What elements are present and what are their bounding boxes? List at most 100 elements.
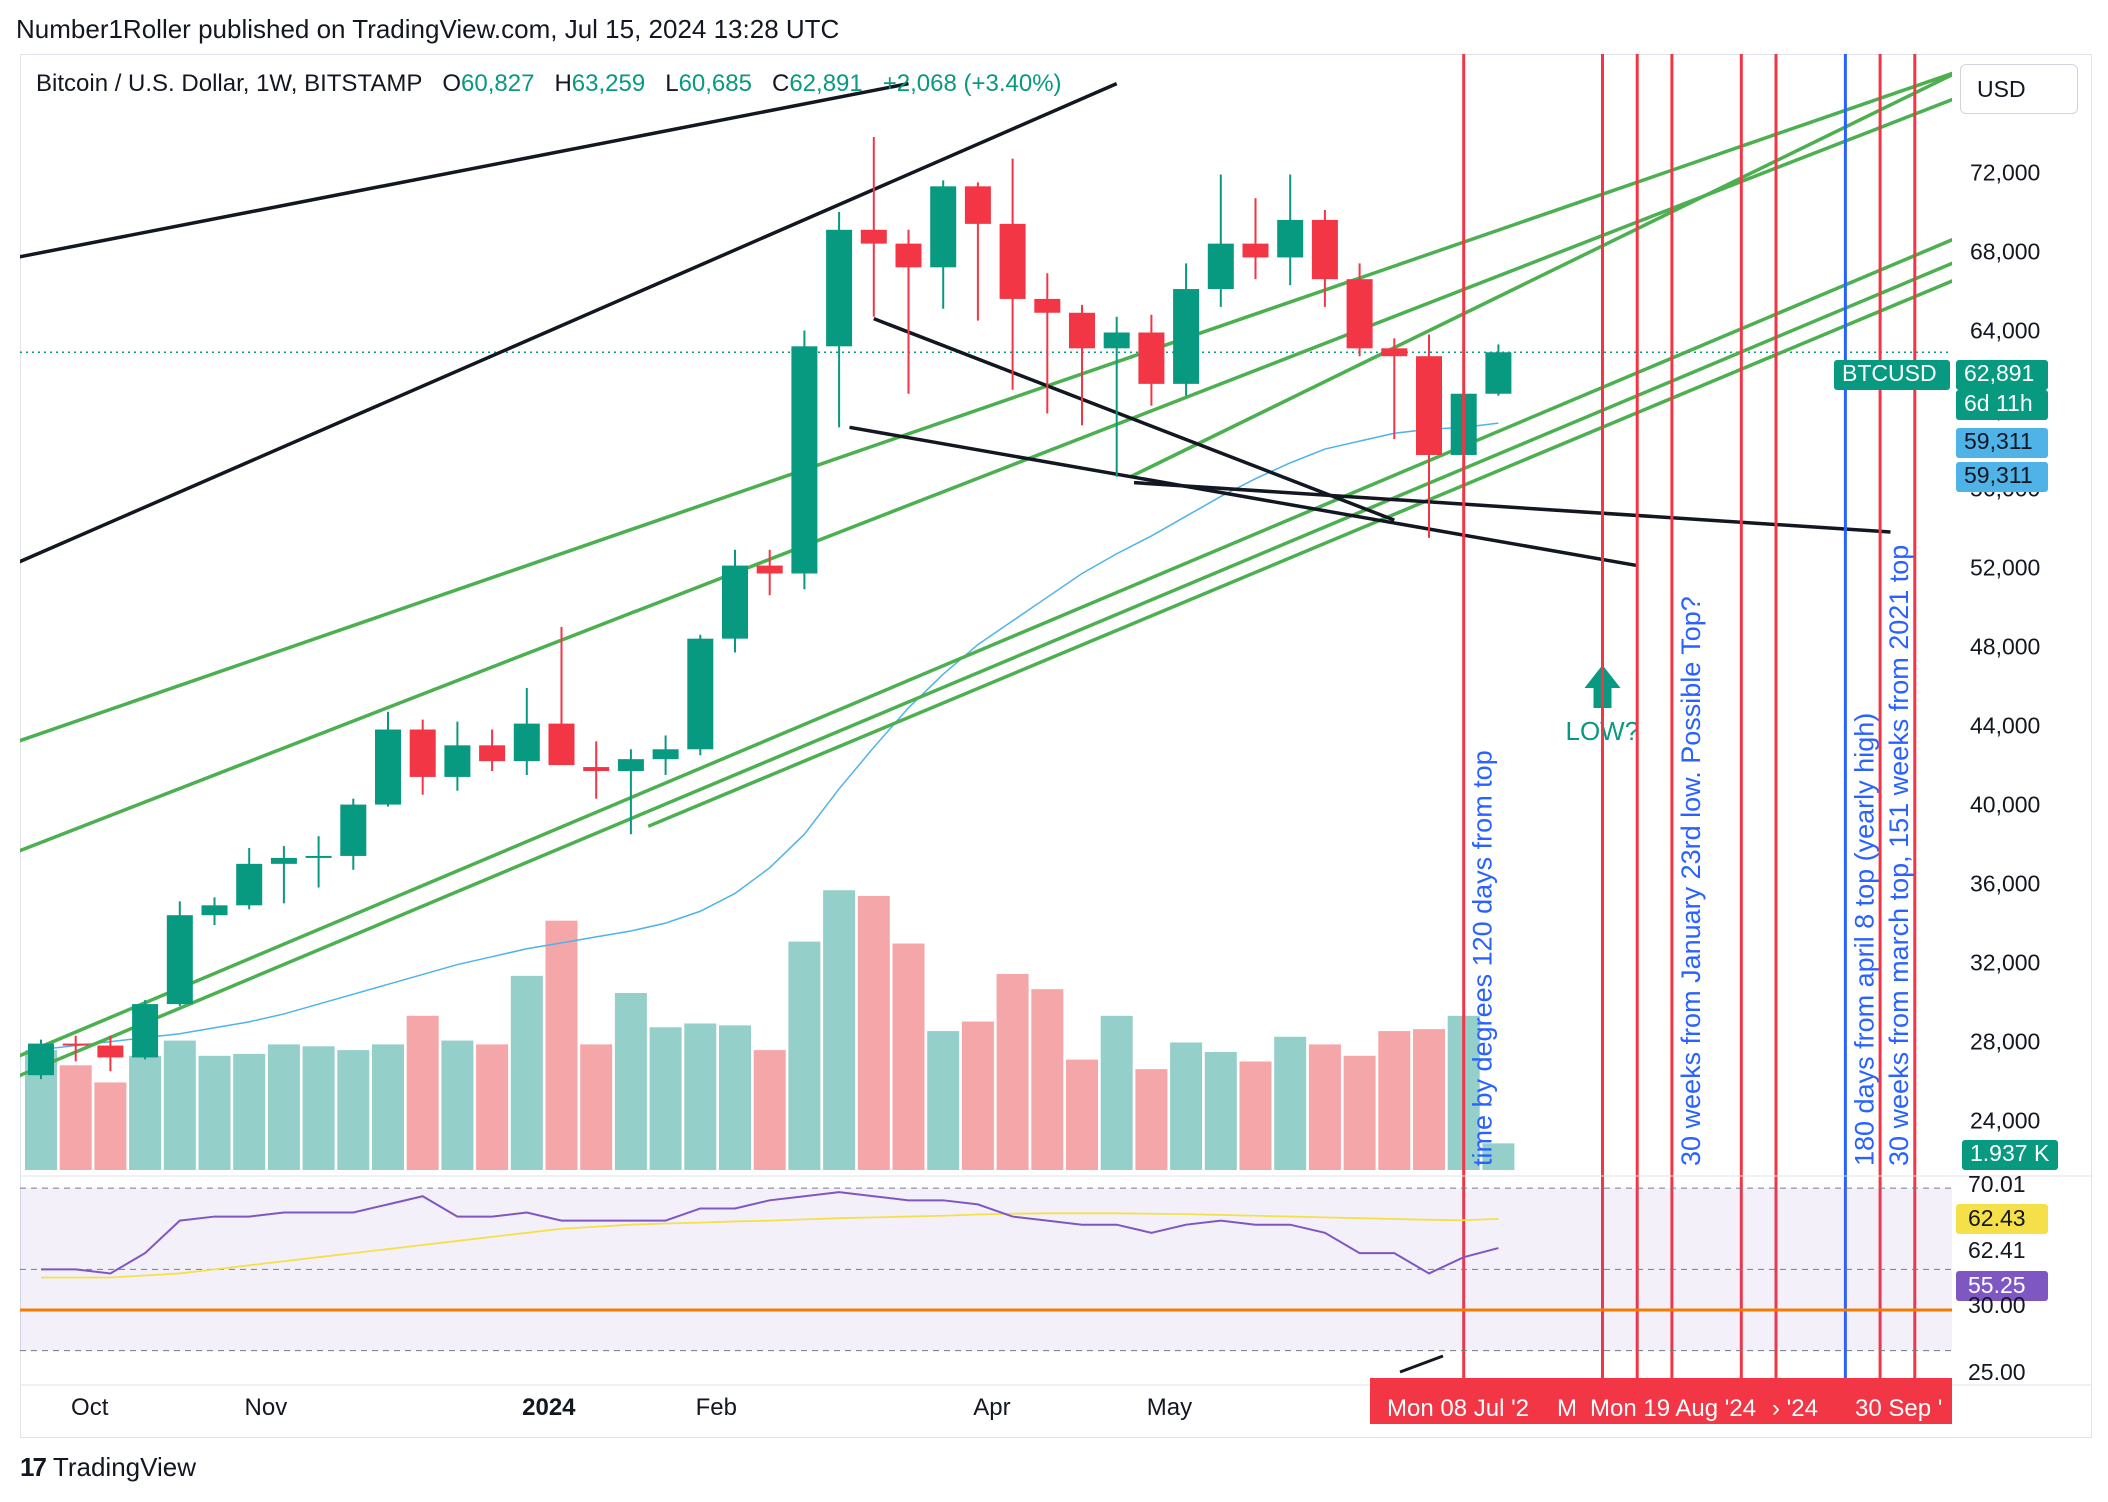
- volume-bar: [1100, 1015, 1133, 1170]
- last-price-label: 62,891: [1964, 360, 2034, 386]
- volume-bar: [1274, 1036, 1307, 1170]
- x-axis-label: May: [1147, 1394, 1192, 1421]
- y-axis-tick-label: 68,000: [1970, 239, 2040, 265]
- moving-average-line: [40, 422, 1499, 1051]
- low-label: L: [665, 70, 679, 97]
- volume-bar: [1135, 1069, 1168, 1170]
- volume-bar: [1343, 1055, 1376, 1170]
- volume-bar: [163, 1040, 196, 1170]
- x-axis-label: Oct: [71, 1394, 109, 1421]
- candle-body: [28, 1043, 54, 1076]
- vertical-line-label: 30 weeks from march top, 151 weeks from …: [1884, 545, 1914, 1166]
- green-trend-line: [20, 261, 1952, 1078]
- candle-body: [513, 723, 540, 762]
- black-trend-line: [20, 82, 1118, 564]
- x-axis-label: Nov: [245, 1394, 288, 1421]
- candle-body: [201, 905, 228, 916]
- rsi-axis-label: 55.25: [1968, 1272, 2026, 1298]
- volume-bar: [857, 895, 890, 1170]
- symbol-name[interactable]: Bitcoin / U.S. Dollar, 1W, BITSTAMP: [36, 70, 423, 97]
- volume-bar: [1378, 1031, 1411, 1170]
- tradingview-logo-icon[interactable]: 17: [20, 1452, 47, 1482]
- green-trend-line: [20, 97, 1952, 853]
- rsi-ma-line: [41, 1212, 1499, 1279]
- green-trend-line: [1129, 72, 1952, 479]
- volume-bar: [476, 1044, 509, 1170]
- green-trend-line: [647, 279, 1952, 828]
- green-trend-line: [20, 71, 1952, 743]
- candle-body: [1173, 289, 1200, 384]
- y-axis-tick-label: 40,000: [1970, 792, 2040, 818]
- candle-body: [1416, 356, 1442, 455]
- volume-axis-label: 1.937 K: [1970, 1140, 2050, 1166]
- rsi-axis-label: 62.43: [1968, 1205, 2026, 1231]
- candle-body: [999, 223, 1026, 299]
- candle-body: [1242, 243, 1269, 258]
- candle-body: [1277, 219, 1304, 258]
- high-value: 63,259: [571, 70, 646, 97]
- symbol-header: Bitcoin / U.S. Dollar, 1W, BITSTAMP O60,…: [36, 70, 1062, 98]
- candle-body: [548, 723, 575, 766]
- volume-bar: [580, 1044, 613, 1170]
- countdown-label-bg: [1956, 390, 2048, 420]
- volume-bar: [1239, 1061, 1272, 1170]
- black-trend-line: [1133, 480, 1891, 534]
- candle-body: [1346, 279, 1373, 349]
- close-value: 62,891: [789, 70, 863, 97]
- btcusd-label-bg: [1834, 360, 1950, 390]
- volume-bar: [337, 1050, 370, 1170]
- last-price-label-bg: [1956, 360, 2048, 390]
- y-axis-tick-label: 28,000: [1970, 1029, 2040, 1055]
- volume-bar: [94, 1082, 127, 1170]
- black-trend-line: [873, 317, 1395, 522]
- volume-bar: [684, 1023, 717, 1170]
- ma-price-label: 59,311: [1964, 428, 2033, 454]
- volume-bar: [1066, 1059, 1098, 1170]
- black-trend-line: [20, 81, 909, 259]
- rsi-axis-tag-bg: [1956, 1204, 2048, 1234]
- vertical-line-label: 180 days from april 8 top (yearly high): [1849, 713, 1879, 1166]
- candle-body: [97, 1045, 124, 1058]
- open-value: 60,827: [461, 70, 535, 97]
- volume-bar: [302, 1046, 335, 1170]
- candle-body: [1103, 332, 1130, 349]
- countdown-label: 6d 11h: [1964, 390, 2033, 416]
- volume-bar: [406, 1015, 439, 1170]
- y-axis-tick-label: 48,000: [1970, 634, 2040, 660]
- volume-bar: [614, 993, 647, 1170]
- candle-body: [722, 565, 748, 639]
- volume-bar: [441, 1040, 474, 1170]
- volume-bar: [753, 1050, 786, 1170]
- candle-body: [1381, 348, 1408, 357]
- volume-bar: [233, 1053, 266, 1170]
- candle-body: [62, 1043, 89, 1046]
- candle-body: [756, 565, 783, 574]
- volume-axis-label-bg: [1962, 1140, 2058, 1170]
- volume-bar: [788, 941, 821, 1170]
- candle-body: [409, 729, 436, 777]
- volume-bar: [1413, 1029, 1445, 1170]
- footer-brand[interactable]: TradingView: [52, 1452, 196, 1482]
- candle-body: [860, 229, 887, 244]
- close-label: C: [771, 70, 790, 97]
- volume-bar: [1204, 1052, 1237, 1170]
- chart-frame: [20, 54, 2092, 1438]
- candle-body: [826, 229, 853, 347]
- candle-body: [340, 804, 367, 856]
- candle-body: [132, 1004, 159, 1058]
- currency-button[interactable]: USD: [1960, 64, 2078, 114]
- black-trend-line: [849, 425, 1638, 568]
- x-axis-label: 2024: [522, 1394, 576, 1421]
- rsi-axis-label: 25.00: [1968, 1359, 2026, 1385]
- candle-body: [652, 749, 679, 760]
- footer: 17 TradingView: [20, 1452, 196, 1483]
- volume-bar: [649, 1027, 682, 1170]
- volume-bar: [198, 1055, 231, 1170]
- volume-bar: [996, 973, 1029, 1170]
- x-axis-label: Feb: [696, 1394, 737, 1421]
- date-strip-label: › '24: [1772, 1395, 1818, 1422]
- date-strip-label: Mon 19 Aug '24: [1590, 1395, 1756, 1422]
- volume-bar: [1308, 1044, 1341, 1170]
- volume-bar: [372, 1044, 404, 1170]
